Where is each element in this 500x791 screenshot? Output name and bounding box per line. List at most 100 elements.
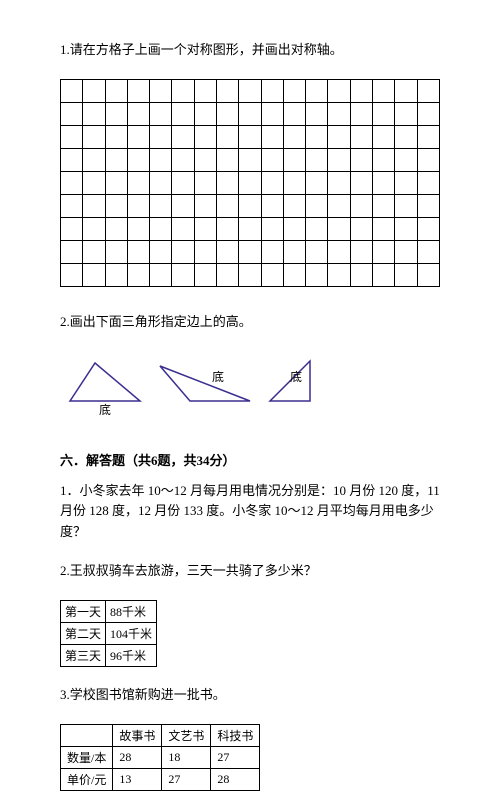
grid-cell [239,217,261,240]
grid-cell [216,217,238,240]
grid-cell [216,79,238,102]
question-2: 2.画出下面三角形指定边上的高。 [60,312,440,333]
grid-cell [83,240,105,263]
grid-cell [283,263,305,286]
table-cell: 18 [162,746,211,768]
grid-cell [328,263,350,286]
grid-cell [306,194,328,217]
grid-cell [194,171,216,194]
grid-cell [372,194,394,217]
question-1: 1.请在方格子上画一个对称图形，并画出对称轴。 [60,40,440,61]
table-cell: 27 [211,746,260,768]
grid-cell [261,102,283,125]
grid-cell [261,171,283,194]
grid-cell [172,194,194,217]
grid-cell [417,194,440,217]
grid-cell [261,125,283,148]
grid-cell [127,102,149,125]
grid-cell [372,102,394,125]
grid-cell [239,79,261,102]
grid-cell [194,263,216,286]
grid-cell [150,148,172,171]
section-6-header: 六．解答题（共6题，共34分） [60,450,440,469]
grid-cell [172,171,194,194]
grid-cell [83,125,105,148]
grid-cell [127,148,149,171]
grid-cell [127,263,149,286]
grid-cell [239,240,261,263]
grid-cell [283,217,305,240]
table-cell: 28 [113,746,162,768]
grid-cell [306,240,328,263]
grid-cell [150,125,172,148]
table-cell: 96千米 [106,644,157,666]
grid-cell [150,102,172,125]
grid-cell [350,240,372,263]
grid-cell [372,263,394,286]
grid-cell [328,240,350,263]
grid-cell [83,217,105,240]
grid-cell [283,171,305,194]
book-table: 故事书文艺书科技书数量/本281827单价/元132728 [60,724,260,791]
grid-cell [105,102,127,125]
grid-cell [83,194,105,217]
grid-cell [127,79,149,102]
svg-text:底: 底 [212,369,224,384]
grid-cell [283,240,305,263]
grid-cell [127,194,149,217]
q6-1-text: 1．小冬家去年 10～12 月每月用电情况分别是：10 月份 120 度，11 … [60,483,440,540]
grid-container [60,79,440,287]
table-cell: 第三天 [61,644,106,666]
grid-cell [417,217,440,240]
grid-cell [350,125,372,148]
svg-text:底: 底 [290,369,302,384]
grid-cell [372,148,394,171]
grid-cell [328,217,350,240]
grid-cell [283,194,305,217]
grid-cell [372,125,394,148]
grid-cell [105,125,127,148]
grid-cell [127,125,149,148]
grid-cell [417,263,440,286]
grid-cell [105,171,127,194]
grid-cell [350,194,372,217]
grid-cell [105,263,127,286]
grid-cell [306,125,328,148]
q2-text: 2.画出下面三角形指定边上的高。 [60,314,252,329]
triangles-figure: 底底底 [60,351,440,430]
grid-cell [194,102,216,125]
grid-cell [61,102,83,125]
grid-cell [395,148,417,171]
grid-cell [395,217,417,240]
grid-cell [283,79,305,102]
table-cell: 单价/元 [61,768,113,790]
grid-cell [83,79,105,102]
grid-cell [239,125,261,148]
grid-cell [328,125,350,148]
grid-cell [372,217,394,240]
grid-cell [261,217,283,240]
grid-cell [172,217,194,240]
q6-3-text: 3.学校图书馆新购进一批书。 [60,687,226,702]
grid-cell [172,102,194,125]
table-header: 文艺书 [162,724,211,746]
grid-cell [61,79,83,102]
section-6-title: 六．解答题（共6题，共34分） [60,453,236,468]
grid-cell [127,217,149,240]
grid-cell [350,148,372,171]
grid-cell [61,217,83,240]
table-cell: 88千米 [106,600,157,622]
grid-cell [150,263,172,286]
grid-cell [306,171,328,194]
table-cell: 104千米 [106,622,157,644]
grid-cell [328,171,350,194]
grid-cell [328,194,350,217]
grid-cell [127,171,149,194]
grid-cell [283,102,305,125]
grid-cell [83,102,105,125]
grid-cell [261,79,283,102]
table-header: 故事书 [113,724,162,746]
grid-cell [395,102,417,125]
grid-cell [216,240,238,263]
grid-cell [216,102,238,125]
